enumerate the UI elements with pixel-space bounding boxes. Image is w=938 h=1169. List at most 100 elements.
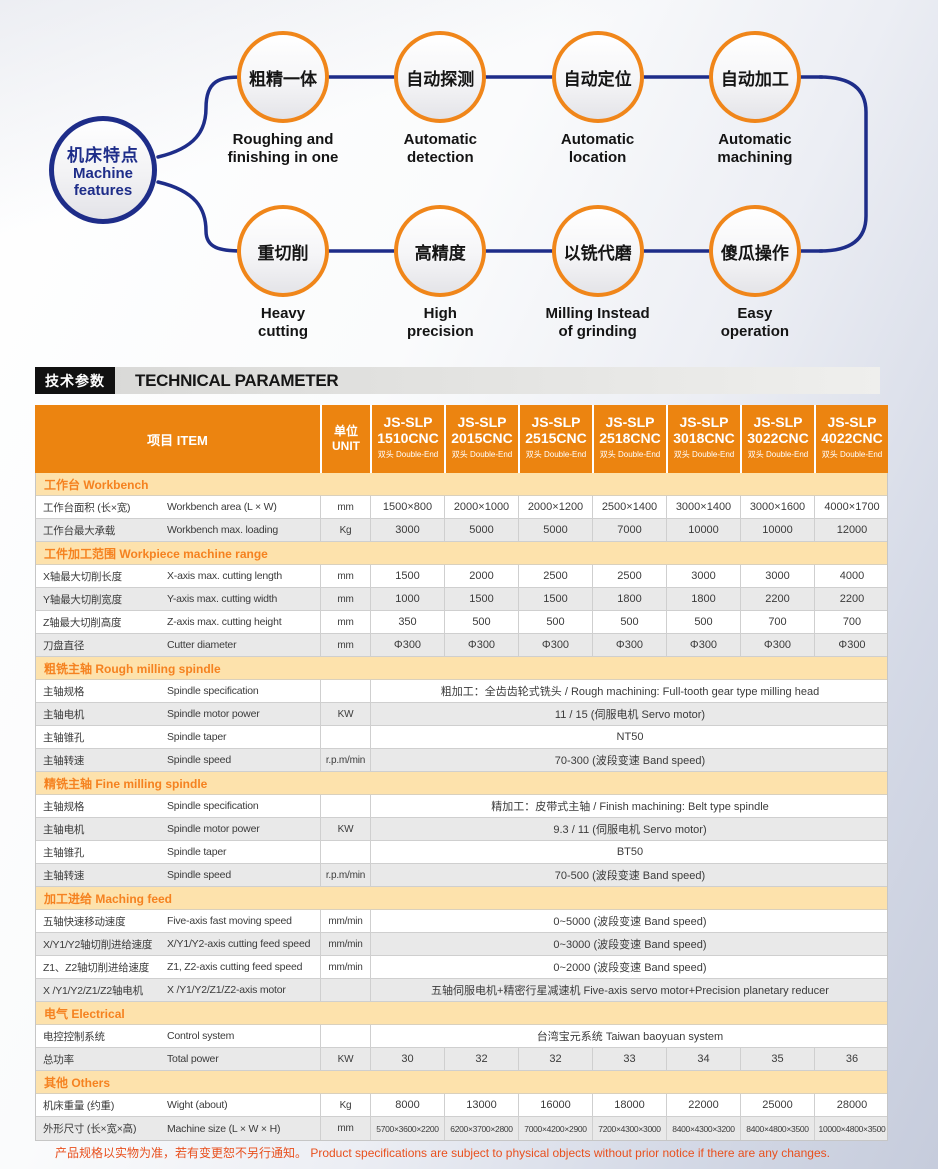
- value-cell: 500: [519, 611, 593, 633]
- value-cell: 3000: [741, 565, 815, 587]
- spec-row: X/Y1/Y2轴切削进给速度 X/Y1/Y2-axis cutting feed …: [36, 933, 887, 956]
- section-header-row: 工作台 Workbench: [36, 473, 887, 496]
- model-header-cell: JS-SLP 2015CNC 双头 Double-End: [444, 405, 518, 473]
- value-cell: 700: [741, 611, 815, 633]
- value-cell: 18000: [593, 1094, 667, 1116]
- value-cell: 3000: [667, 565, 741, 587]
- feature-caption: Milling Instead of grinding: [545, 305, 650, 340]
- item-name-en: Spindle taper: [167, 846, 227, 858]
- value-cell: Φ300: [667, 634, 741, 656]
- value-cell: 4000×1700: [824, 501, 880, 513]
- feature-caption: Easy operation: [720, 305, 790, 340]
- item-name-cn: 五轴快速移动速度: [43, 915, 126, 928]
- item-name-cn: 工作台面积 (长×宽): [43, 501, 131, 514]
- model-number: 2515CNC: [525, 430, 587, 447]
- value-cell: 3000×1400: [667, 496, 741, 518]
- item-cell: 外形尺寸 (长×宽×高) Machine size (L × W × H): [36, 1117, 321, 1140]
- merged-value-cell: 精加工：皮带式主轴 / Finish machining: Belt type …: [491, 801, 769, 813]
- value-cell: 1500: [519, 588, 593, 610]
- merged-value-cell: 70-300 (波段变速 Band speed): [554, 755, 706, 767]
- model-series: JS-SLP: [679, 414, 729, 430]
- tech-param-en-title: TECHNICAL PARAMETER: [135, 370, 339, 390]
- model-header-cell: JS-SLP 2515CNC 双头 Double-End: [518, 405, 592, 473]
- table-header-row: 项目 ITEM 单位 UNIT JS-SLP 1510CNC 双头 Double-E…: [35, 405, 888, 473]
- model-series: JS-SLP: [827, 414, 877, 430]
- item-name-en: X-axis max. cutting length: [167, 570, 283, 582]
- spec-row: X轴最大切削长度 X-axis max. cutting length mm 1500…: [36, 565, 887, 588]
- merged-value-cell: BT50: [616, 846, 644, 858]
- item-cell: X/Y1/Y2轴切削进给速度 X/Y1/Y2-axis cutting feed …: [36, 933, 321, 955]
- item-name-en: Spindle speed: [167, 754, 231, 766]
- model-subtitle: 双头 Double-End: [525, 450, 587, 460]
- feature-circle-label: 高精度: [414, 243, 466, 263]
- feature-caption: Roughing and finishing in one: [227, 131, 339, 166]
- unit-cell: mm: [321, 1117, 371, 1140]
- value-cell: 3000: [371, 519, 445, 541]
- item-name-en: Workbench area (L × W): [167, 501, 277, 513]
- item-name-en: Spindle specification: [167, 685, 259, 697]
- value-cell: 7000: [593, 519, 667, 541]
- item-name-en: Five-axis fast moving speed: [167, 915, 292, 927]
- item-name-en: Spindle specification: [167, 800, 259, 812]
- item-name-en: Z-axis max. cutting height: [167, 616, 282, 628]
- value-cell: 500: [445, 611, 519, 633]
- spec-row: 刀盘直径 Cutter diameter mm Φ300 Φ300 Φ300 Φ300 Φ30…: [36, 634, 887, 657]
- spec-row: 主轴规格 Spindle specification 粗加工：全齿齿轮式铣头 / R…: [36, 680, 887, 703]
- section-header-row: 加工进给 Maching feed: [36, 887, 887, 910]
- value-cell: 34: [667, 1048, 741, 1070]
- value-cell: 5000: [445, 519, 519, 541]
- feature-caption: Automatic detection: [403, 131, 477, 166]
- hub-label-cn: 机床特点: [67, 146, 139, 166]
- model-number: 2015CNC: [451, 430, 513, 447]
- unit-cell: [321, 795, 371, 817]
- model-series: JS-SLP: [457, 414, 507, 430]
- value-cell: 2500: [519, 565, 593, 587]
- item-name-en: X/Y1/Y2-axis cutting feed speed: [167, 938, 311, 950]
- item-name-cn: 工作台最大承载: [43, 524, 116, 537]
- feature-caption: Heavy cutting: [258, 305, 308, 340]
- model-subtitle: 双头 Double-End: [821, 450, 883, 460]
- item-name-en: Spindle speed: [167, 869, 231, 881]
- item-name-cn: X/Y1/Y2轴切削进给速度: [43, 938, 153, 951]
- value-cell: 2000: [445, 565, 519, 587]
- value-cell: 33: [593, 1048, 667, 1070]
- feature-circle-label: 粗精一体: [249, 69, 317, 89]
- value-cell: 32: [445, 1048, 519, 1070]
- unit-cell: mm/min: [321, 956, 371, 978]
- spec-row: 主轴锥孔 Spindle taper BT50: [36, 841, 887, 864]
- item-name-cn: 主轴规格: [43, 800, 85, 813]
- unit-cell: [321, 726, 371, 748]
- item-name-en: Y-axis max. cutting width: [167, 593, 278, 605]
- footer-note: 产品规格以实物为准，若有变更恕不另行通知。 Product specificat…: [55, 1146, 830, 1160]
- value-cell: 500: [667, 611, 741, 633]
- spec-table: 项目 ITEM 单位 UNIT JS-SLP 1510CNC 双头 Double-E…: [35, 405, 888, 1141]
- value-cell: 25000: [741, 1094, 815, 1116]
- value-cell: 13000: [445, 1094, 519, 1116]
- feature-circle: 高精度: [394, 205, 487, 297]
- merged-value-cell: 11 / 15 (伺服电机 Servo motor): [554, 709, 706, 721]
- item-name-cn: 外形尺寸 (长×宽×高): [43, 1123, 137, 1135]
- item-cell: 工作台面积 (长×宽) Workbench area (L × W): [36, 496, 321, 518]
- model-number: 4022CNC: [821, 430, 883, 447]
- value-cell: 500: [593, 611, 667, 633]
- section-header-row: 电气 Electrical: [36, 1002, 887, 1025]
- merged-value-cell: 粗加工：全齿齿轮式铣头 / Rough machining: Full-toot…: [440, 686, 820, 698]
- item-cell: 主轴转速 Spindle speed: [36, 749, 321, 771]
- item-name-cn: 主轴转速: [43, 869, 85, 882]
- item-name-cn: 机床重量 (约重): [43, 1099, 115, 1112]
- model-header-cell: JS-SLP 1510CNC 双头 Double-End: [370, 405, 444, 473]
- feature-circle-label: 自动加工: [720, 69, 789, 89]
- unit-cell: [321, 841, 371, 863]
- item-name-en: Control system: [167, 1030, 235, 1042]
- spec-row: X /Y1/Y2/Z1/Z2轴电机 X /Y1/Y2/Z1/Z2-axis mot…: [36, 979, 887, 1002]
- right-curve-line: [818, 75, 868, 253]
- feature-circle: 自动加工: [708, 31, 801, 123]
- section-header-row: 其他 Others: [36, 1071, 887, 1094]
- value-cell: 28000: [836, 1099, 868, 1111]
- value-cell: 5700×3600×2200: [371, 1117, 445, 1140]
- item-name-cn: 电控控制系统: [43, 1030, 105, 1043]
- unit-cell: [321, 1025, 371, 1047]
- value-cell: 7000×4200×2900: [519, 1117, 593, 1140]
- spec-row: 外形尺寸 (长×宽×高) Machine size (L × W × H) mm 57…: [36, 1117, 887, 1140]
- item-cell: X /Y1/Y2/Z1/Z2轴电机 X /Y1/Y2/Z1/Z2-axis mot…: [36, 979, 321, 1001]
